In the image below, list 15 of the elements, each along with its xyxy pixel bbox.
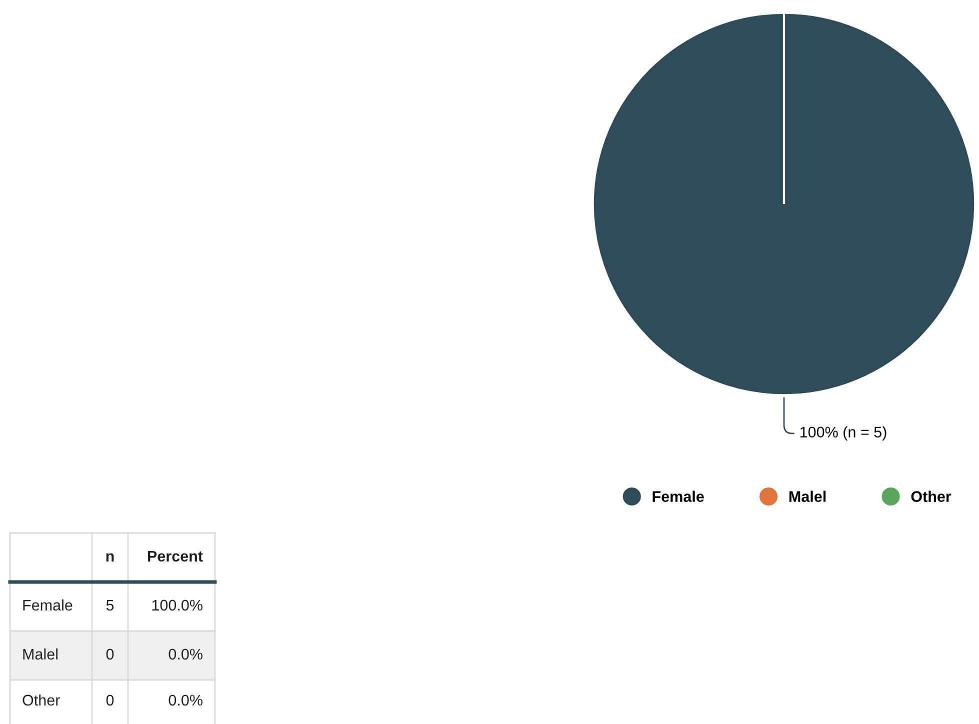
text: 0 — [106, 694, 114, 706]
text: 100.0% — [152, 600, 202, 611]
category-label: Other — [22, 694, 60, 706]
legend-label: Female — [652, 490, 704, 502]
text: Percent — [148, 550, 203, 562]
category-label: Female — [23, 599, 72, 611]
text: 0 — [106, 648, 114, 660]
data-label: 100% (n = 5) — [800, 426, 886, 441]
legend-label: Other — [911, 490, 952, 502]
legend-label: Malel — [789, 490, 826, 502]
category-label: Malel — [23, 648, 58, 660]
text: 0.0% — [168, 694, 202, 706]
text: 5 — [106, 600, 114, 611]
text: n — [106, 553, 114, 562]
text: 0.0% — [168, 648, 202, 660]
